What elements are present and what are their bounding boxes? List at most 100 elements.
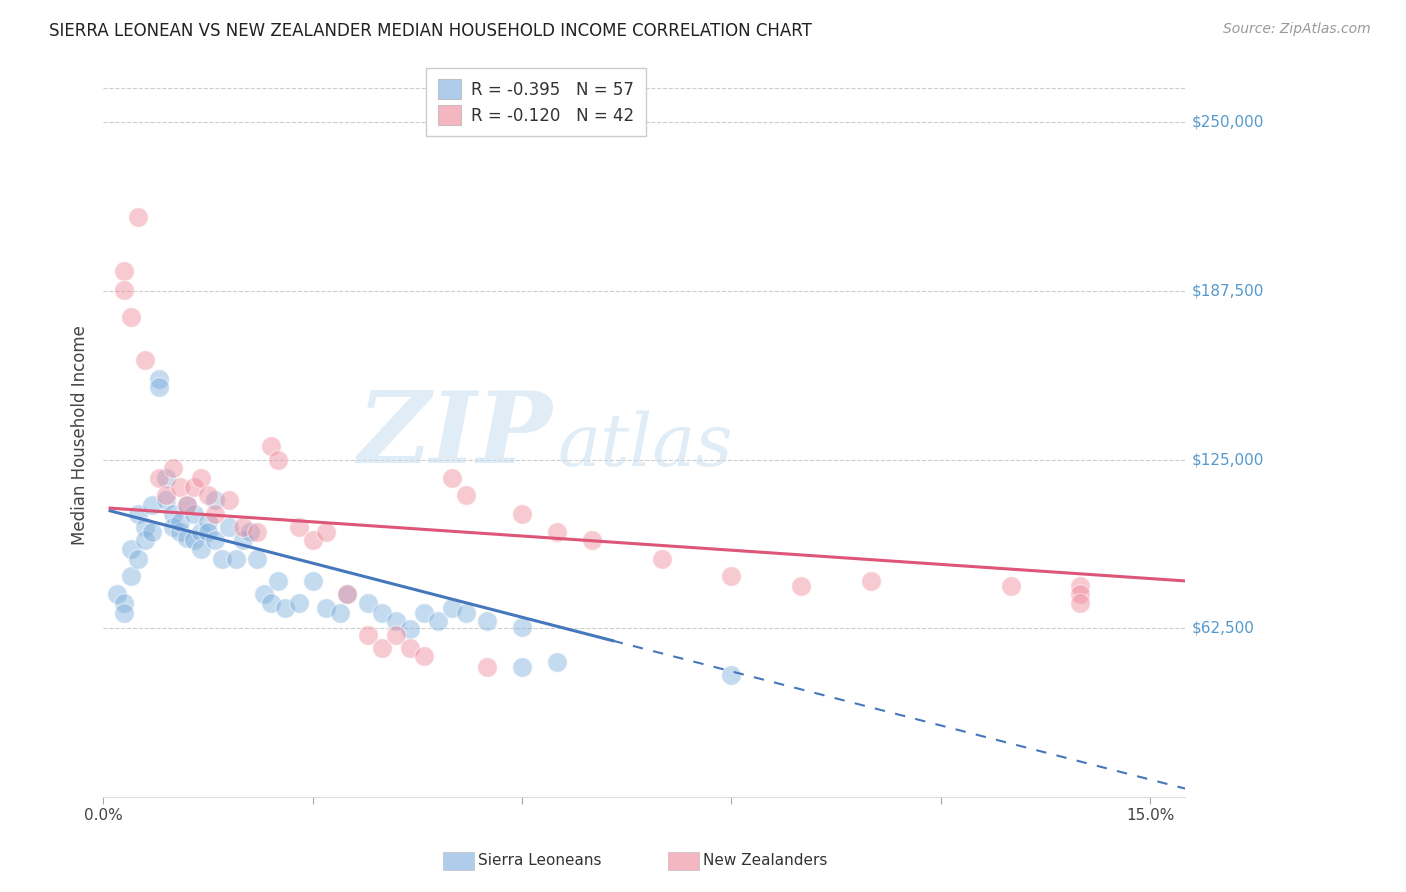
Point — [456, 607, 478, 621]
Point — [232, 533, 254, 548]
Text: atlas: atlas — [558, 411, 733, 482]
Text: $125,000: $125,000 — [1192, 452, 1264, 467]
Point — [246, 525, 269, 540]
Point — [385, 628, 408, 642]
Point — [720, 568, 742, 582]
Point — [1069, 579, 1091, 593]
Point — [204, 493, 226, 508]
Point — [1069, 595, 1091, 609]
Point — [510, 620, 533, 634]
Point — [190, 525, 212, 540]
Point — [357, 595, 380, 609]
Point — [266, 574, 288, 588]
Point — [197, 488, 219, 502]
Point — [475, 660, 498, 674]
Point — [183, 507, 205, 521]
Point — [176, 499, 198, 513]
Point — [204, 507, 226, 521]
Text: $62,500: $62,500 — [1192, 621, 1256, 636]
Point — [112, 607, 135, 621]
Point — [413, 607, 436, 621]
Point — [259, 439, 281, 453]
Point — [859, 574, 882, 588]
Point — [218, 493, 240, 508]
Point — [441, 471, 464, 485]
Point — [399, 623, 422, 637]
Text: $250,000: $250,000 — [1192, 115, 1264, 130]
Point — [112, 595, 135, 609]
Point — [211, 552, 233, 566]
Point — [134, 520, 156, 534]
Point — [183, 479, 205, 493]
Point — [301, 533, 323, 548]
Point — [336, 587, 359, 601]
Point — [134, 352, 156, 367]
Point — [273, 600, 295, 615]
Point — [120, 568, 142, 582]
Text: New Zealanders: New Zealanders — [703, 854, 827, 868]
Point — [162, 460, 184, 475]
Point — [232, 520, 254, 534]
Point — [148, 372, 170, 386]
Point — [162, 520, 184, 534]
Point — [259, 595, 281, 609]
Point — [427, 615, 450, 629]
Point — [546, 525, 568, 540]
Point — [190, 541, 212, 556]
Point — [127, 552, 149, 566]
Point — [329, 607, 352, 621]
Point — [120, 541, 142, 556]
Point — [581, 533, 603, 548]
Point — [183, 533, 205, 548]
Point — [127, 210, 149, 224]
Point — [287, 520, 309, 534]
Point — [315, 525, 337, 540]
Point — [141, 499, 163, 513]
Point — [385, 615, 408, 629]
Text: Source: ZipAtlas.com: Source: ZipAtlas.com — [1223, 22, 1371, 37]
Point — [155, 488, 177, 502]
Point — [456, 488, 478, 502]
Point — [176, 531, 198, 545]
Point — [190, 471, 212, 485]
Point — [148, 380, 170, 394]
Point — [176, 499, 198, 513]
Point — [1000, 579, 1022, 593]
Point — [225, 552, 247, 566]
Point — [357, 628, 380, 642]
Point — [287, 595, 309, 609]
Point — [413, 649, 436, 664]
Point — [399, 641, 422, 656]
Y-axis label: Median Household Income: Median Household Income — [72, 326, 89, 545]
Legend: R = -0.395   N = 57, R = -0.120   N = 42: R = -0.395 N = 57, R = -0.120 N = 42 — [426, 68, 645, 136]
Point — [162, 507, 184, 521]
Point — [141, 525, 163, 540]
Point — [246, 552, 269, 566]
Point — [134, 533, 156, 548]
Point — [651, 552, 673, 566]
Point — [155, 493, 177, 508]
Point — [475, 615, 498, 629]
Point — [266, 452, 288, 467]
Point — [510, 660, 533, 674]
Point — [720, 668, 742, 682]
Text: $187,500: $187,500 — [1192, 284, 1264, 299]
Point — [197, 515, 219, 529]
Text: SIERRA LEONEAN VS NEW ZEALANDER MEDIAN HOUSEHOLD INCOME CORRELATION CHART: SIERRA LEONEAN VS NEW ZEALANDER MEDIAN H… — [49, 22, 813, 40]
Point — [1069, 587, 1091, 601]
Point — [218, 520, 240, 534]
Point — [204, 533, 226, 548]
Point — [253, 587, 276, 601]
Point — [169, 515, 191, 529]
Point — [112, 264, 135, 278]
Point — [441, 600, 464, 615]
Point — [155, 471, 177, 485]
Point — [127, 507, 149, 521]
Point — [169, 525, 191, 540]
Point — [315, 600, 337, 615]
Point — [336, 587, 359, 601]
Point — [239, 525, 262, 540]
Point — [371, 607, 394, 621]
Point — [120, 310, 142, 324]
Point — [169, 479, 191, 493]
